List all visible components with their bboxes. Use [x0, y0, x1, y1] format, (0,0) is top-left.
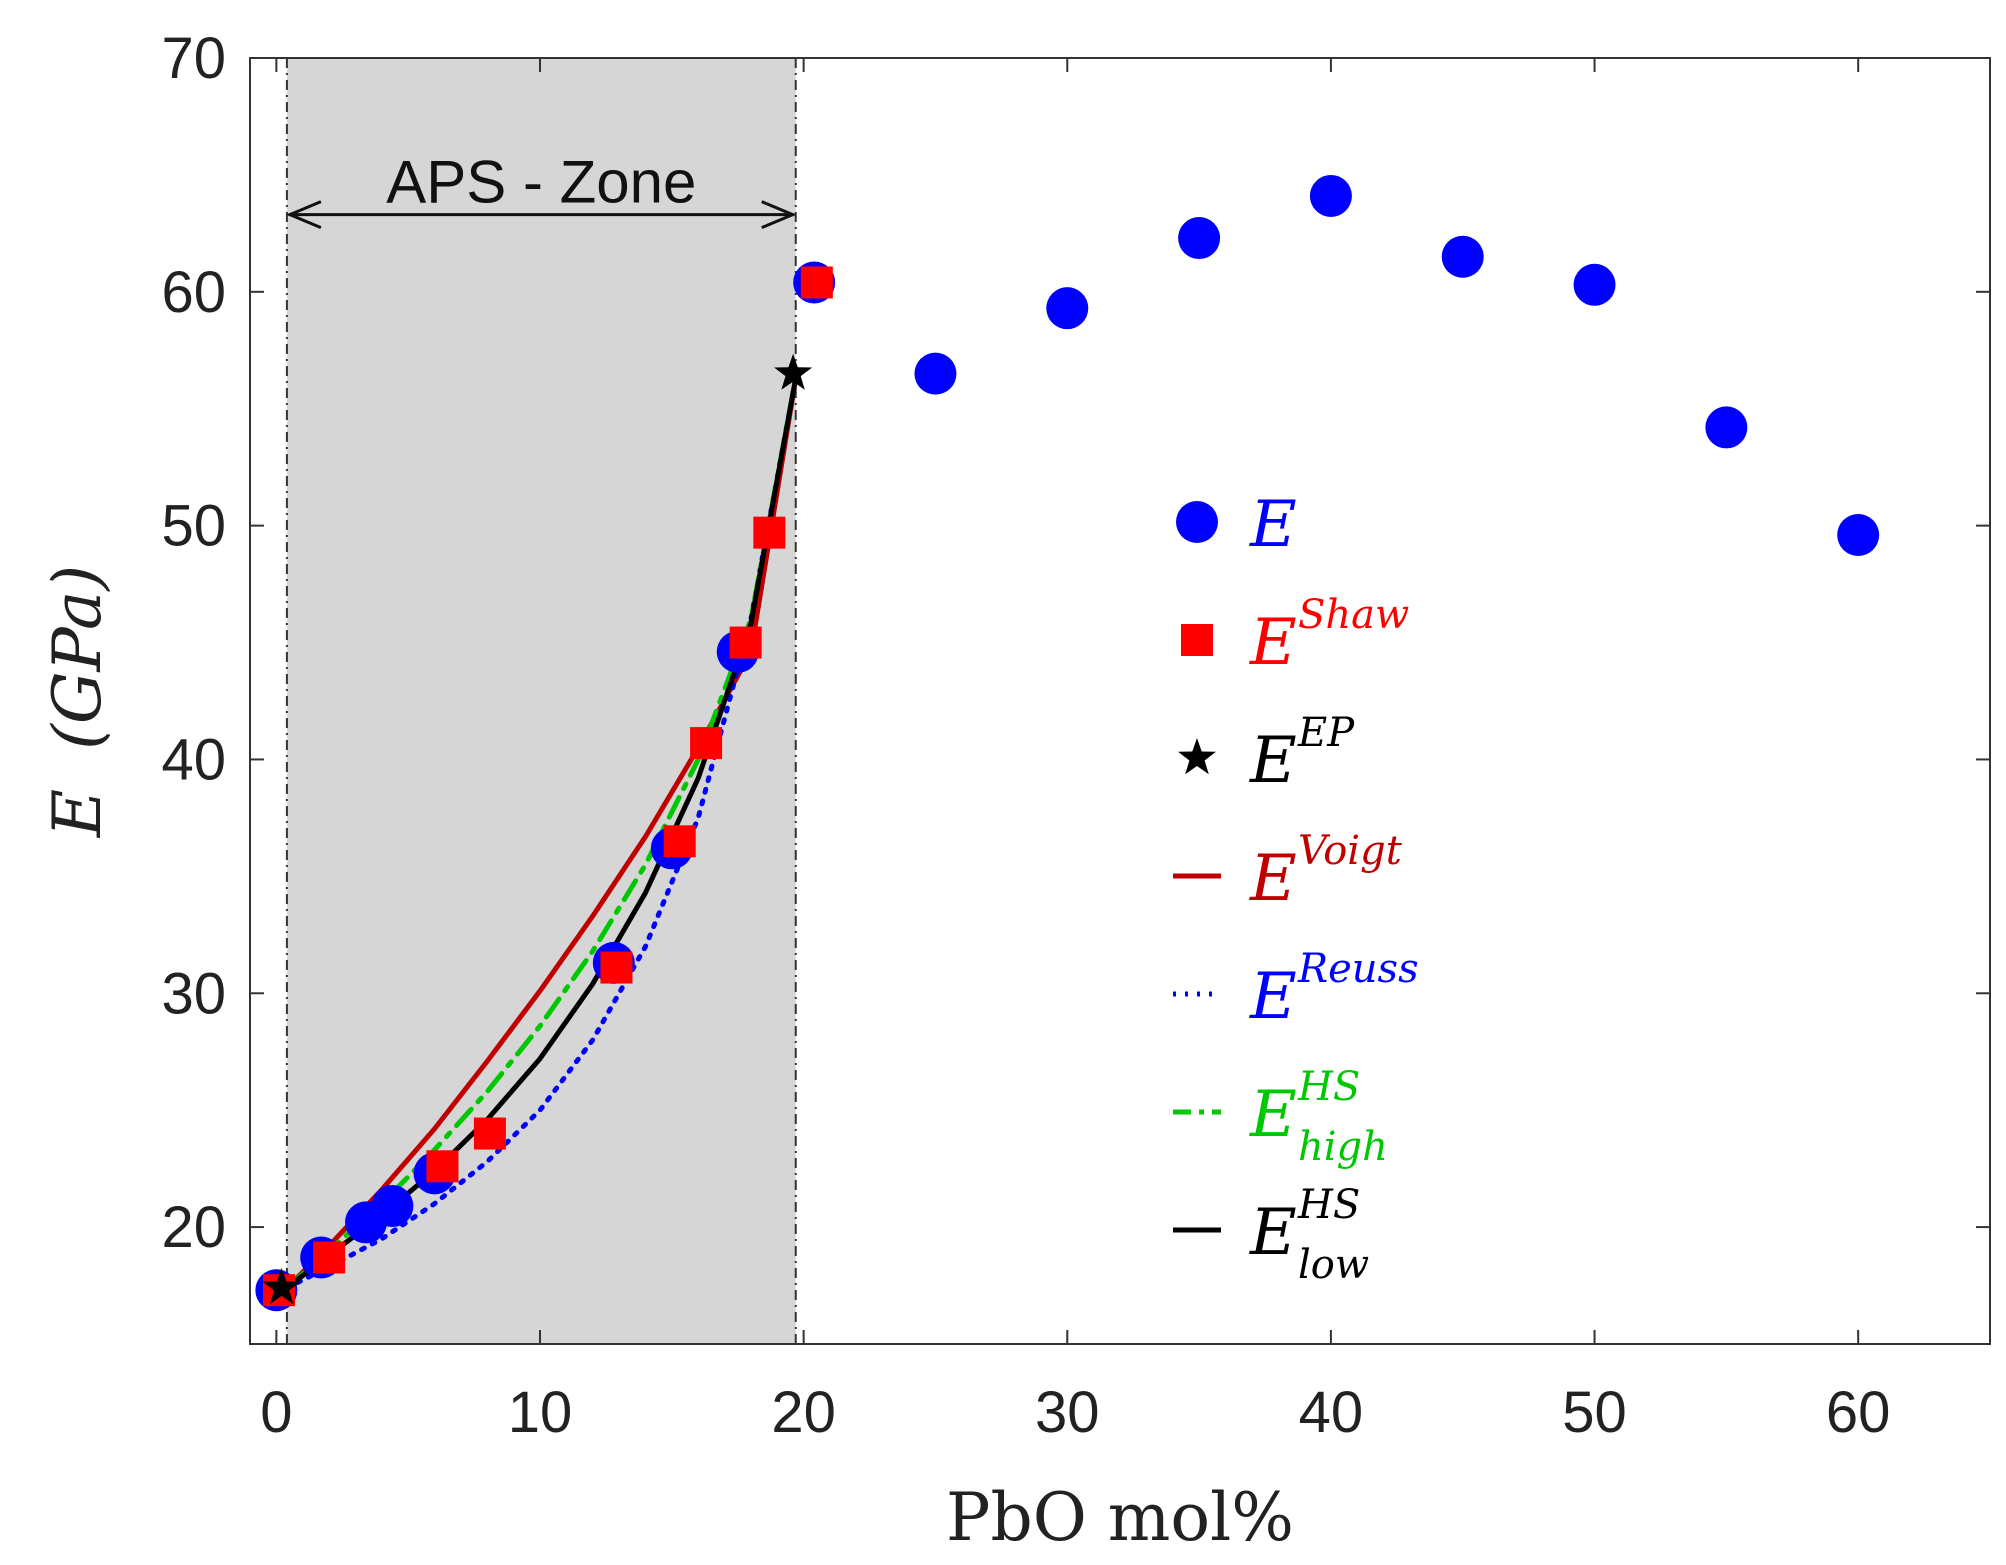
y-axis-title-unit: (GPa): [39, 565, 116, 750]
data-point-e-10: [1046, 287, 1089, 330]
legend-sup-2: EP: [1297, 710, 1355, 756]
series-markers: [255, 174, 1880, 1312]
legend-entry-1: E Shaw: [1181, 592, 1409, 680]
aps-zone-annotation: APS - Zone: [286, 149, 797, 230]
legend-sup-5: HS: [1297, 1064, 1360, 1110]
y-tick-label-1: 30: [161, 961, 226, 1026]
aps-zone-arrow-head-left: [286, 200, 322, 230]
data-point-e-15: [1705, 406, 1748, 449]
legend-entry-0: E: [1176, 488, 1297, 562]
axes: 0 10 20 30 40 50 60 20 30 40 50 60 70: [161, 26, 1991, 1445]
data-point-shaw-4: [600, 951, 633, 984]
legend-label-5: E: [1249, 1078, 1297, 1152]
data-point-ep-1: [774, 353, 813, 390]
data-point-ep-0: [262, 1267, 301, 1305]
data-point-e-14: [1573, 263, 1616, 306]
legend-marker-1: [1181, 624, 1213, 656]
legend-label-4: E: [1249, 960, 1297, 1034]
legend-sub-5: high: [1298, 1124, 1388, 1170]
x-tick-label-0: 0: [260, 1380, 292, 1445]
legend-label-2: E: [1249, 724, 1297, 798]
legend-entry-5: E HS high: [1173, 1064, 1388, 1170]
data-point-shaw-1: [313, 1241, 346, 1274]
y-axis-title: E (GPa): [39, 565, 116, 838]
legend-label-0: E: [1249, 488, 1297, 562]
data-point-e-12: [1309, 174, 1352, 217]
y-tick-label-0: 20: [161, 1195, 226, 1260]
aps-zone-rect: [286, 58, 796, 1344]
y-tick-label-2: 40: [161, 727, 226, 792]
legend-sub-6: low: [1298, 1242, 1369, 1288]
x-tick-label-1: 10: [508, 1380, 573, 1445]
legend-label-3: E: [1249, 842, 1297, 916]
legend-label-6: E: [1249, 1196, 1297, 1270]
aps-zone-arrow-head-right: [761, 200, 797, 230]
data-point-e-11: [1178, 217, 1221, 260]
x-axis-title: PbO mol%: [946, 1479, 1294, 1556]
data-point-e-13: [1441, 235, 1484, 278]
legend-sup-6: HS: [1297, 1182, 1360, 1228]
data-point-shaw-2: [426, 1150, 459, 1183]
y-axis-title-main: E: [39, 789, 116, 838]
data-point-shaw-8: [753, 516, 786, 549]
data-point-shaw-5: [663, 825, 696, 858]
x-tick-label-2: 20: [771, 1380, 836, 1445]
data-point-e-9: [914, 352, 957, 395]
data-point-shaw-9: [800, 266, 833, 299]
data-point-shaw-3: [473, 1117, 506, 1150]
plot-frame: [249, 57, 1991, 1345]
x-tick-label-5: 50: [1562, 1380, 1627, 1445]
y-tick-label-3: 50: [161, 494, 226, 559]
legend-sup-3: Voigt: [1298, 828, 1403, 874]
legend-entry-3: E Voigt: [1173, 828, 1403, 916]
data-point-e-3: [371, 1185, 414, 1228]
legend-marker-2: [1178, 738, 1216, 775]
aps-zone-label: APS - Zone: [386, 149, 696, 216]
x-tick-label-4: 40: [1299, 1380, 1364, 1445]
series-line-1: [284, 375, 799, 1291]
legend-marker-0: [1176, 501, 1218, 543]
legend-sup-1: Shaw: [1298, 592, 1409, 638]
y-tick-label-5: 70: [161, 26, 226, 91]
legend-entry-6: E HS low: [1173, 1182, 1369, 1288]
x-tick-label-6: 60: [1826, 1380, 1891, 1445]
data-point-shaw-7: [729, 626, 762, 659]
legend-entry-4: E Reuss: [1173, 946, 1419, 1034]
x-tick-label-3: 30: [1035, 1380, 1100, 1445]
legend-label-1: E: [1249, 606, 1297, 680]
legend-sup-4: Reuss: [1297, 946, 1419, 992]
data-point-shaw-6: [690, 727, 723, 760]
legend-entry-2: E EP: [1178, 710, 1355, 798]
aps-zone-shading: [285, 58, 797, 1344]
data-point-e-16: [1837, 513, 1880, 556]
y-tick-label-4: 60: [161, 260, 226, 325]
